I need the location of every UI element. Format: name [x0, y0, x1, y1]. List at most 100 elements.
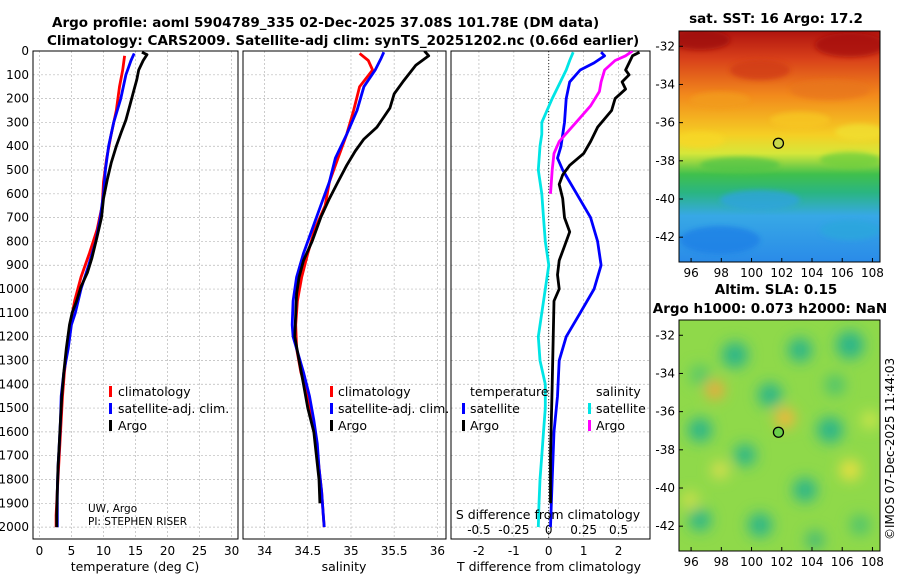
legend-swatch-argo	[109, 420, 112, 431]
difference-panel: -2 -1 0 1 2 -0.5 -0.25 0 0.25 0.5	[450, 50, 651, 558]
x-tick-label: 30	[224, 544, 239, 558]
x-tick-label: 25	[192, 544, 207, 558]
sla-map-title-line2: Argo h1000: 0.073 h2000: NaN	[653, 301, 887, 317]
map-y-tick-label: -38	[655, 154, 675, 168]
s-tick-label: 0.25	[570, 523, 597, 537]
y-tick-label: 1300	[0, 353, 29, 367]
map-y-tick-label: -36	[655, 405, 675, 419]
map-y-tick-label: -34	[655, 366, 675, 380]
legend-swatch-s-argo	[588, 420, 591, 431]
sst-map-title: sat. SST: 16 Argo: 17.2	[689, 11, 863, 27]
legend-swatch-climatology	[109, 386, 112, 397]
temperature-legend: climatology satellite-adj. clim. Argo	[109, 384, 229, 433]
plot-frame	[242, 50, 447, 540]
y-tick-label: 700	[6, 211, 29, 225]
plot-frame	[450, 50, 651, 540]
x-tick-label: 5	[68, 544, 76, 558]
credit-line2: PI: STEPHEN RISER	[88, 516, 187, 528]
x-tick-label: 36	[430, 544, 445, 558]
x-tick-label: 34	[257, 544, 272, 558]
map-x-tick-label: 106	[831, 555, 854, 569]
map-y-tick-label: -40	[655, 481, 675, 495]
figure-title-line2: Climatology: CARS2009. Satellite-adj cli…	[47, 33, 639, 49]
map-x-tick-label: 108	[861, 266, 884, 280]
y-tick-label: 1700	[0, 449, 29, 463]
legend-climatology: climatology	[338, 384, 411, 399]
difference-legend: temperature satellite Argo salinity sate…	[462, 384, 646, 433]
legend-t-satellite: satellite	[470, 401, 520, 416]
y-tick-label: 100	[6, 68, 29, 82]
x-tick-label: 34.5	[294, 544, 321, 558]
x-tick-label: 35	[343, 544, 358, 558]
legend-swatch-s-satellite	[588, 403, 591, 414]
legend-s-satellite: satellite	[596, 401, 646, 416]
y-tick-label: 1100	[0, 306, 29, 320]
legend-satellite: satellite-adj. clim.	[338, 401, 449, 416]
map-x-tick-label: 98	[714, 555, 729, 569]
map-y-tick-label: -38	[655, 443, 675, 457]
y-tick-label: 1500	[0, 401, 29, 415]
map-x-tick-label: 98	[714, 266, 729, 280]
y-tick-label: 200	[6, 92, 29, 106]
sst-frame	[678, 30, 881, 263]
y-tick-label: 1900	[0, 496, 29, 510]
map-x-tick-label: 104	[801, 555, 824, 569]
y-tick-label: 800	[6, 234, 29, 248]
plot-frame	[32, 50, 239, 540]
x-tick-label: 20	[160, 544, 175, 558]
map-x-tick-label: 108	[861, 555, 884, 569]
series-group	[536, 51, 641, 528]
x-tick-label: 0	[36, 544, 44, 558]
y-tick-label: 400	[6, 139, 29, 153]
map-x-tick-label: 96	[683, 555, 698, 569]
y-tick-label: 1200	[0, 330, 29, 344]
legend-swatch-satellite	[109, 403, 112, 414]
map-y-tick-label: -34	[655, 77, 675, 91]
map-y-tick-label: -32	[655, 328, 675, 342]
x-tick-label: 10	[96, 544, 111, 558]
sla-texture	[682, 331, 878, 549]
x-tick-label: 0	[545, 544, 553, 558]
legend-swatch-climatology	[330, 386, 333, 397]
x-tick-label: 1	[580, 544, 588, 558]
x-tick-label: 15	[128, 544, 143, 558]
map-x-tick-label: 100	[740, 555, 763, 569]
y-tick-label: 300	[6, 115, 29, 129]
s-tick-label: -0.25	[498, 523, 529, 537]
legend-climatology: climatology	[118, 384, 191, 399]
x-tick-label: 35.5	[381, 544, 408, 558]
map-x-tick-label: 102	[770, 555, 793, 569]
y-tick-label: 1000	[0, 282, 29, 296]
legend-argo: Argo	[338, 418, 367, 433]
map-x-tick-label: 100	[740, 266, 763, 280]
map-x-tick-label: 104	[801, 266, 824, 280]
series-line-salinity-argo	[549, 51, 634, 194]
salinity-xlabel: salinity	[322, 559, 367, 574]
x-tick-label: -1	[508, 544, 520, 558]
argo-location-marker	[772, 426, 785, 438]
y-tick-label: 0	[21, 44, 29, 58]
legend-satellite: satellite-adj. clim.	[118, 401, 229, 416]
legend-swatch-argo	[330, 420, 333, 431]
sla-axes: 96 98 100 102 104 106 108 -32 -34 -36 -38 -40 -42	[655, 328, 884, 569]
s-tick-label: 0.5	[609, 523, 628, 537]
sst-axes: 96 98 100 102 104 106 108 -32 -34 -36 -38 -40 -42	[655, 39, 884, 280]
y-tick-label: 600	[6, 187, 29, 201]
sla-map-title-line1: Altim. SLA: 0.15	[715, 282, 837, 298]
legend-title-temperature: temperature	[470, 384, 549, 399]
argo-location-marker	[772, 137, 785, 149]
map-y-tick-label: -42	[655, 519, 675, 533]
x-tick-label: 2	[615, 544, 623, 558]
y-tick-label: 1600	[0, 425, 29, 439]
series-line-argo	[293, 51, 431, 504]
y-tick-label: 1400	[0, 377, 29, 391]
sst-texture	[679, 31, 880, 254]
y-tick-label: 2000	[0, 520, 29, 534]
sst-map	[679, 31, 880, 262]
imos-watermark: ©IMOS 07-Dec-2025 11:44:03	[883, 358, 897, 540]
x-tick-label: -2	[473, 544, 485, 558]
temperature-panel: 0100200300400500600700800900100011001200…	[0, 44, 239, 558]
s-tick-label: 0	[545, 523, 553, 537]
series-line-climatology	[54, 55, 126, 528]
y-tick-label: 1800	[0, 472, 29, 486]
